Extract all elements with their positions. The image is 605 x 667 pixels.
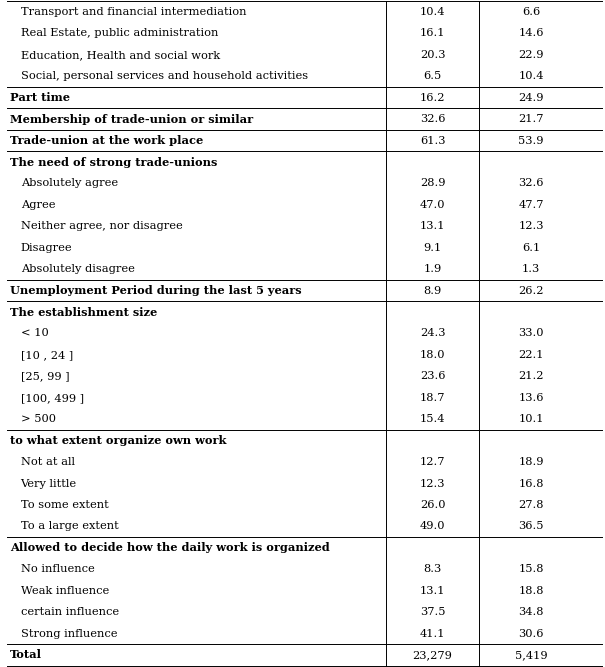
Text: [10 , 24 ]: [10 , 24 ] [21, 350, 73, 360]
Text: 23.6: 23.6 [420, 372, 445, 382]
Text: 53.9: 53.9 [518, 135, 544, 145]
Text: 18.0: 18.0 [420, 350, 445, 360]
Text: 22.9: 22.9 [518, 50, 544, 60]
Text: 6.1: 6.1 [522, 243, 540, 253]
Text: [100, 499 ]: [100, 499 ] [21, 393, 83, 403]
Text: Strong influence: Strong influence [21, 628, 117, 638]
Text: 14.6: 14.6 [518, 29, 544, 39]
Text: 41.1: 41.1 [420, 628, 445, 638]
Text: Trade-union at the work place: Trade-union at the work place [10, 135, 203, 146]
Text: To a large extent: To a large extent [21, 522, 119, 532]
Text: Membership of trade-union or similar: Membership of trade-union or similar [10, 113, 253, 125]
Text: The need of strong trade-unions: The need of strong trade-unions [10, 157, 218, 167]
Text: 26.2: 26.2 [518, 285, 544, 295]
Text: Disagree: Disagree [21, 243, 72, 253]
Text: to what extent organize own work: to what extent organize own work [10, 435, 227, 446]
Text: 16.2: 16.2 [420, 93, 445, 103]
Text: 8.3: 8.3 [424, 564, 442, 574]
Text: 13.6: 13.6 [518, 393, 544, 403]
Text: 9.1: 9.1 [424, 243, 442, 253]
Text: 18.7: 18.7 [420, 393, 445, 403]
Text: 10.4: 10.4 [420, 7, 445, 17]
Text: 24.3: 24.3 [420, 329, 445, 338]
Text: 8.9: 8.9 [424, 285, 442, 295]
Text: Transport and financial intermediation: Transport and financial intermediation [21, 7, 246, 17]
Text: 12.3: 12.3 [420, 478, 445, 488]
Text: 10.4: 10.4 [518, 71, 544, 81]
Text: 12.7: 12.7 [420, 457, 445, 467]
Text: Total: Total [10, 650, 42, 660]
Text: 13.1: 13.1 [420, 586, 445, 596]
Text: 12.3: 12.3 [518, 221, 544, 231]
Text: 23,279: 23,279 [413, 650, 453, 660]
Text: 6.6: 6.6 [522, 7, 540, 17]
Text: > 500: > 500 [21, 414, 56, 424]
Text: 24.9: 24.9 [518, 93, 544, 103]
Text: 33.0: 33.0 [518, 329, 544, 338]
Text: 10.1: 10.1 [518, 414, 544, 424]
Text: 28.9: 28.9 [420, 179, 445, 189]
Text: < 10: < 10 [21, 329, 48, 338]
Text: 37.5: 37.5 [420, 607, 445, 617]
Text: 32.6: 32.6 [518, 179, 544, 189]
Text: Education, Health and social work: Education, Health and social work [21, 50, 220, 60]
Text: 36.5: 36.5 [518, 522, 544, 532]
Text: 15.8: 15.8 [518, 564, 544, 574]
Text: Neither agree, nor disagree: Neither agree, nor disagree [21, 221, 182, 231]
Text: Real Estate, public administration: Real Estate, public administration [21, 29, 218, 39]
Text: 21.7: 21.7 [518, 114, 544, 124]
Text: Agree: Agree [21, 200, 55, 210]
Text: Absolutely disagree: Absolutely disagree [21, 264, 134, 274]
Text: 34.8: 34.8 [518, 607, 544, 617]
Text: 20.3: 20.3 [420, 50, 445, 60]
Text: 26.0: 26.0 [420, 500, 445, 510]
Text: 47.7: 47.7 [518, 200, 544, 210]
Text: Social, personal services and household activities: Social, personal services and household … [21, 71, 308, 81]
Text: No influence: No influence [21, 564, 94, 574]
Text: 27.8: 27.8 [518, 500, 544, 510]
Text: 16.1: 16.1 [420, 29, 445, 39]
Text: 21.2: 21.2 [518, 372, 544, 382]
Text: Allowed to decide how the daily work is organized: Allowed to decide how the daily work is … [10, 542, 330, 554]
Text: [25, 99 ]: [25, 99 ] [21, 372, 69, 382]
Text: 18.8: 18.8 [518, 586, 544, 596]
Text: Weak influence: Weak influence [21, 586, 109, 596]
Text: 13.1: 13.1 [420, 221, 445, 231]
Text: Very little: Very little [21, 478, 77, 488]
Text: 22.1: 22.1 [518, 350, 544, 360]
Text: 30.6: 30.6 [518, 628, 544, 638]
Text: 32.6: 32.6 [420, 114, 445, 124]
Text: 1.9: 1.9 [424, 264, 442, 274]
Text: 5,419: 5,419 [515, 650, 548, 660]
Text: To some extent: To some extent [21, 500, 108, 510]
Text: 16.8: 16.8 [518, 478, 544, 488]
Text: Unemployment Period during the last 5 years: Unemployment Period during the last 5 ye… [10, 285, 302, 296]
Text: 49.0: 49.0 [420, 522, 445, 532]
Text: 18.9: 18.9 [518, 457, 544, 467]
Text: 15.4: 15.4 [420, 414, 445, 424]
Text: 61.3: 61.3 [420, 135, 445, 145]
Text: Not at all: Not at all [21, 457, 74, 467]
Text: The establishment size: The establishment size [10, 307, 157, 317]
Text: certain influence: certain influence [21, 607, 119, 617]
Text: 1.3: 1.3 [522, 264, 540, 274]
Text: 47.0: 47.0 [420, 200, 445, 210]
Text: Part time: Part time [10, 92, 70, 103]
Text: 6.5: 6.5 [424, 71, 442, 81]
Text: Absolutely agree: Absolutely agree [21, 179, 118, 189]
